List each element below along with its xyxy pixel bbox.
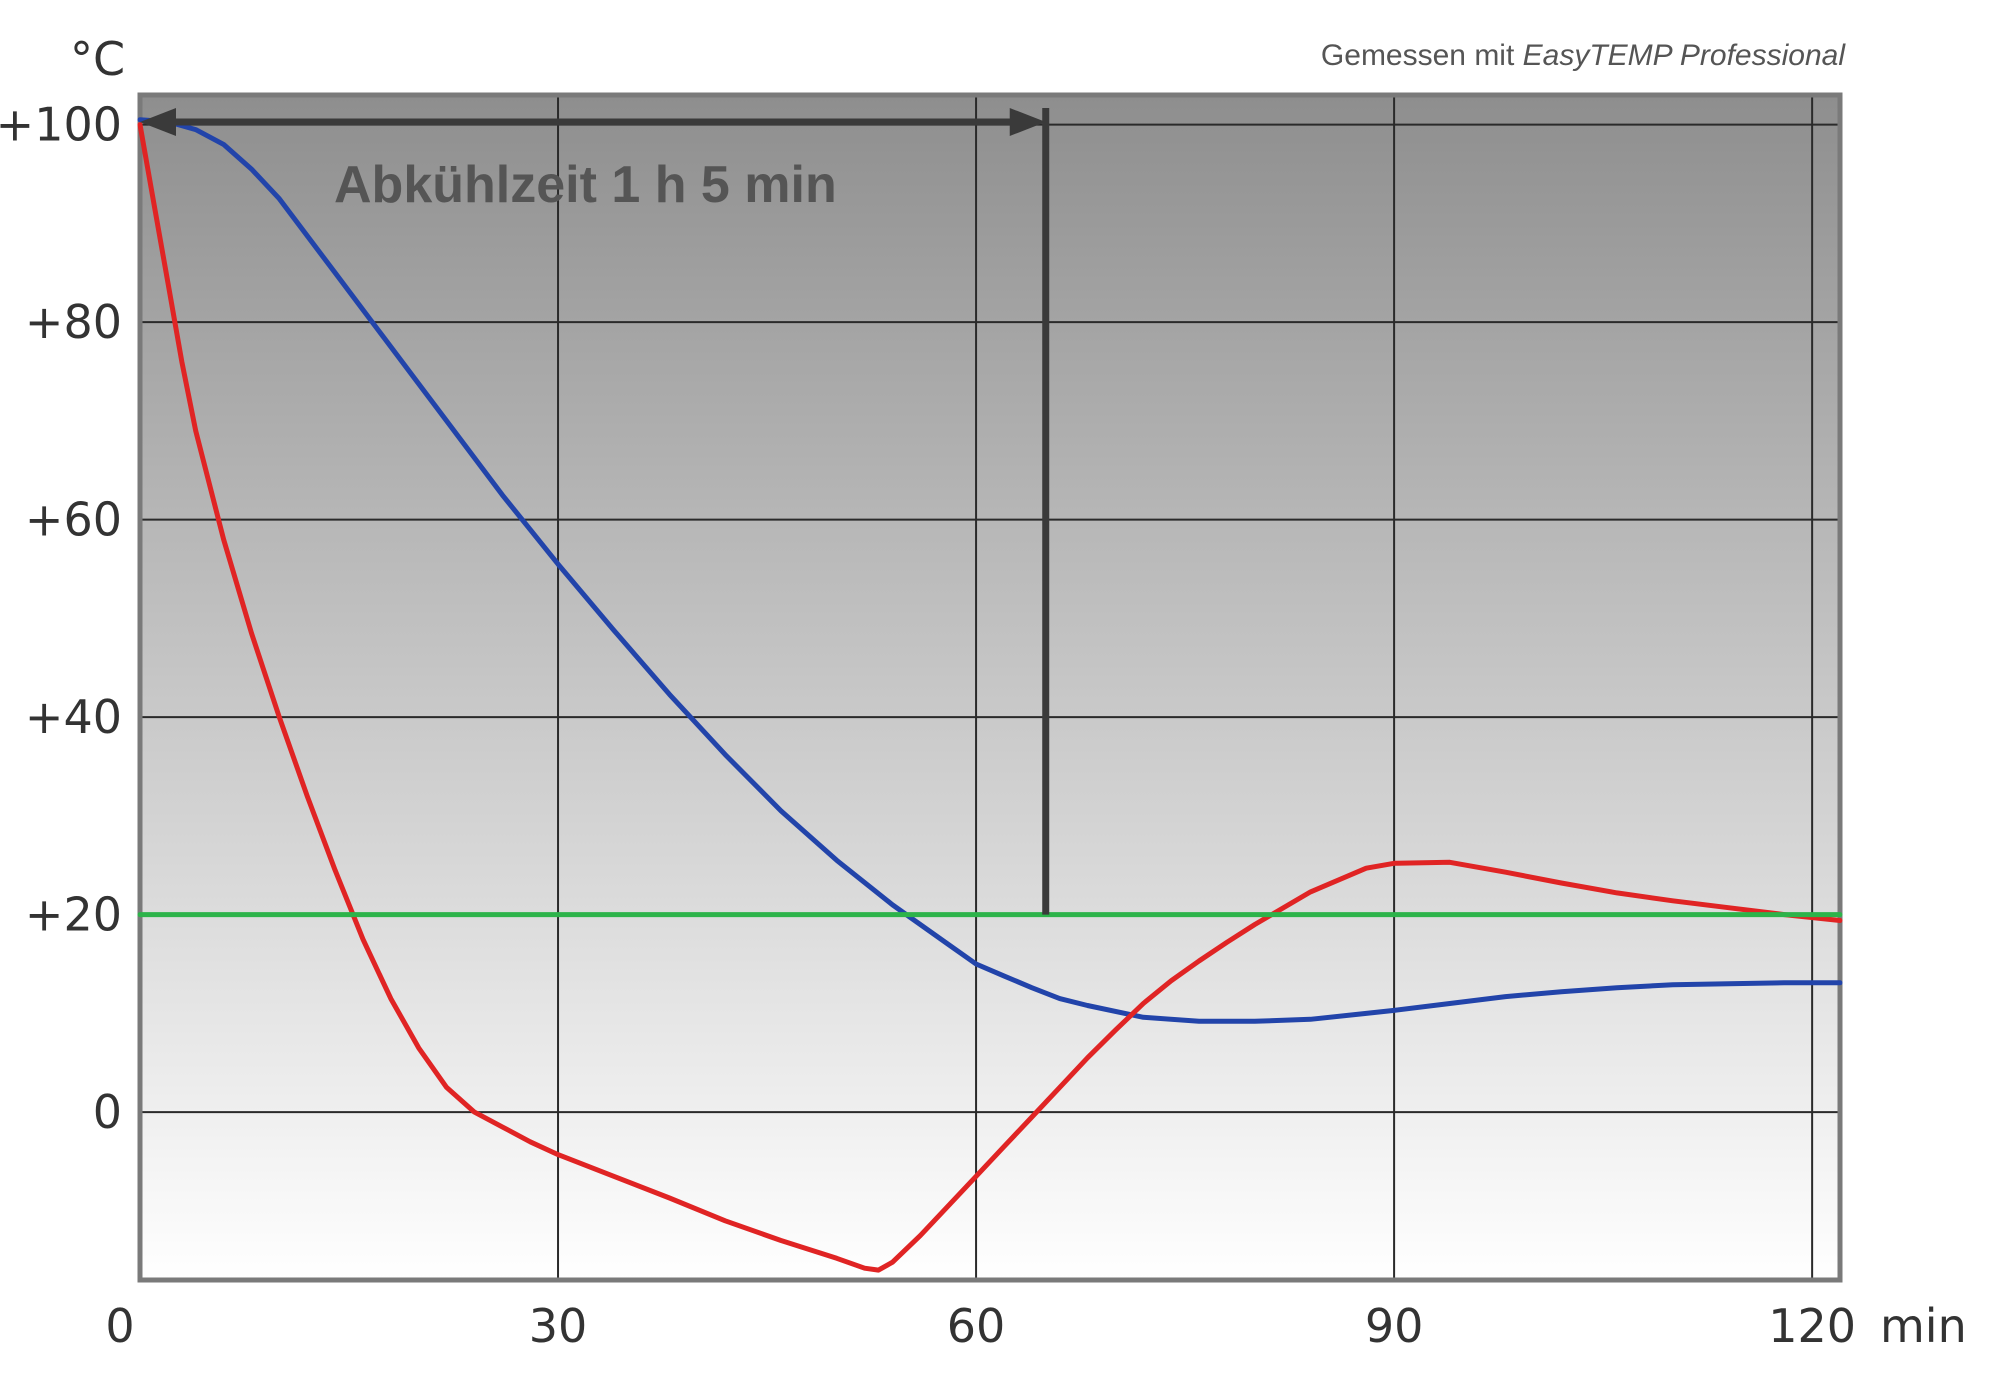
y-tick-label: 0 <box>93 1085 122 1139</box>
y-tick-label: +40 <box>25 690 122 744</box>
x-tick-label: 30 <box>529 1299 588 1353</box>
series-group <box>137 117 1843 1273</box>
source-prefix: Gemessen mit <box>1321 39 1523 72</box>
x-tick-label: 0 <box>105 1299 134 1353</box>
plot-frame <box>137 92 1843 1283</box>
y-axis-unit: °C <box>70 32 125 86</box>
annotation-group: Abkühlzeit 1 h 5 min <box>140 108 1050 915</box>
source-note: Gemessen mit EasyTEMP Professional <box>1321 39 1846 72</box>
x-tick-labels: 0 30 60 90 120 <box>105 1299 1856 1353</box>
series-line-blue <box>137 117 1843 1024</box>
y-tick-labels: 0 +20 +40 +60 +80 +100 <box>0 98 122 1140</box>
x-tick-label: 90 <box>1365 1299 1424 1353</box>
annotation-arrowhead-right <box>1009 108 1046 136</box>
x-axis-unit: min <box>1880 1299 1967 1353</box>
y-tick-label: +100 <box>0 98 122 152</box>
x-tick-label: 60 <box>947 1299 1006 1353</box>
annotation-label: Abkühlzeit 1 h 5 min <box>334 156 837 214</box>
y-tick-label: +60 <box>25 493 122 547</box>
series-line-red <box>137 122 1843 1273</box>
source-product: EasyTEMP Professional <box>1523 39 1847 72</box>
plot-background <box>140 95 1840 1280</box>
x-tick-label: 120 <box>1768 1299 1856 1353</box>
y-tick-label: +80 <box>25 295 122 349</box>
annotation-arrowhead-left <box>140 108 176 136</box>
y-tick-label: +20 <box>25 888 122 942</box>
